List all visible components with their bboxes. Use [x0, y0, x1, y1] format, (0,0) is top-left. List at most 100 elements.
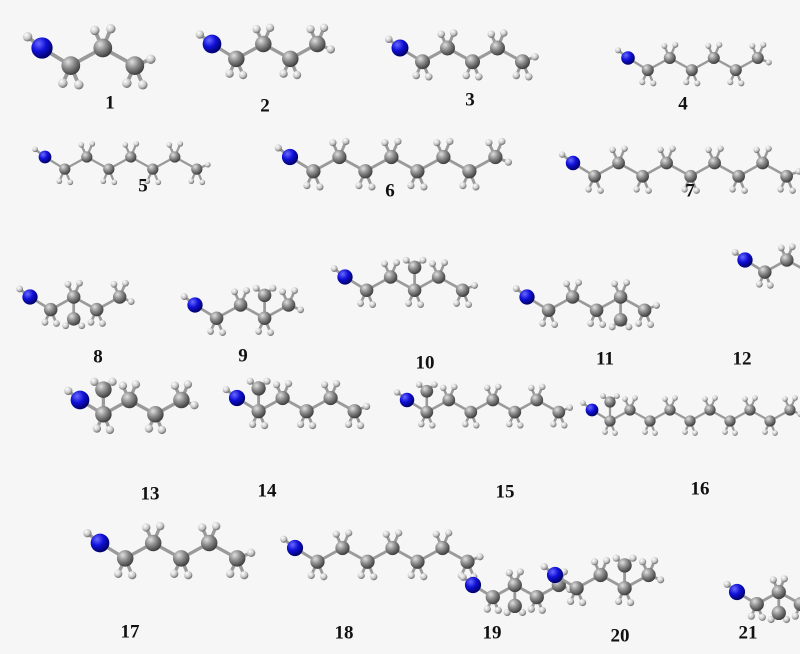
carbon-atom [758, 265, 772, 279]
carbon-atom [415, 54, 430, 69]
nitrogen-atom [287, 540, 303, 556]
hydrogen-atom [128, 298, 135, 305]
carbon-atom [624, 404, 635, 415]
carbon-atom [732, 170, 745, 183]
molecule-label: 4 [678, 93, 688, 114]
carbon-atom [593, 568, 607, 582]
hydrogen-atom [247, 378, 254, 385]
hydrogen-atom [342, 138, 349, 145]
hydrogen-atom [247, 549, 255, 557]
hydrogen-atom [756, 281, 763, 288]
molecule-label: 10 [416, 352, 435, 373]
hydrogen-atom [279, 288, 286, 295]
hydrogen-atom [657, 576, 664, 583]
hydrogen-atom [395, 529, 402, 536]
hydrogen-atom [394, 138, 401, 145]
hydrogen-atom [539, 384, 545, 390]
hydrogen-atom [766, 59, 772, 65]
nitrogen-atom [392, 40, 409, 57]
carbon-atom [614, 290, 628, 304]
hydrogen-atom [471, 282, 478, 289]
hydrogen-atom [729, 186, 735, 192]
carbon-atom [147, 163, 158, 174]
hydrogen-atom [551, 321, 558, 328]
hydrogen-atom [597, 187, 603, 193]
hydrogen-atom [345, 421, 352, 428]
hydrogen-atom [621, 145, 627, 151]
hydrogen-atom [207, 328, 214, 335]
hydrogen-atom [611, 280, 618, 287]
hydrogen-atom [717, 145, 723, 151]
carbon-atom [752, 52, 764, 64]
hydrogen-atom [253, 285, 260, 292]
hydrogen-atom [652, 430, 658, 436]
hydrogen-atom [321, 381, 328, 388]
carbon-atom [258, 289, 272, 303]
nitrogen-atom [22, 289, 37, 304]
molecule-label: 11 [596, 348, 614, 369]
carbon-atom [384, 270, 398, 284]
hydrogen-atom [609, 147, 615, 153]
hydrogen-atom [266, 24, 274, 32]
carbon-atom [462, 164, 476, 178]
carbon-atom [724, 415, 735, 426]
hydrogen-atom [575, 279, 582, 286]
hydrogen-atom [682, 429, 688, 435]
hydrogen-atom [615, 598, 622, 605]
carbon-atom [408, 283, 422, 297]
hydrogen-atom [99, 320, 106, 327]
carbon-atom [588, 170, 601, 183]
hydrogen-atom [465, 301, 472, 308]
hydrogen-atom [381, 260, 388, 267]
carbon-atom [173, 392, 190, 409]
carbon-atom [772, 606, 786, 620]
hydrogen-atom [225, 70, 233, 78]
hydrogen-atom [770, 576, 777, 583]
hydrogen-atom [462, 421, 468, 427]
hydrogen-atom [158, 426, 166, 434]
molecule-label: 5 [138, 175, 148, 196]
hydrogen-atom [778, 244, 785, 251]
hydrogen-atom [243, 287, 250, 294]
carbon-atom [641, 568, 655, 582]
molecule-label: 9 [238, 345, 248, 366]
hydrogen-atom [495, 384, 501, 390]
hydrogen-atom [603, 557, 610, 564]
hydrogen-atom [669, 145, 675, 151]
nitrogen-atom [737, 252, 752, 267]
hydrogen-atom [752, 395, 758, 401]
hydrogen-atom [145, 424, 153, 432]
hydrogen-atom [433, 531, 440, 538]
carbon-atom [764, 415, 775, 426]
molecule-label: 1 [105, 92, 115, 113]
hydrogen-atom [541, 563, 548, 570]
carbon-atom [566, 290, 580, 304]
nitrogen-atom [400, 393, 414, 407]
hydrogen-atom [407, 182, 414, 189]
hydrogen-atom [694, 80, 700, 86]
hydrogen-atom [633, 186, 639, 192]
hydrogen-atom [78, 142, 84, 148]
hydrogen-atom [385, 35, 393, 43]
carbon-atom [95, 381, 112, 398]
hydrogen-atom [650, 80, 656, 86]
hydrogen-atom [62, 322, 69, 329]
hydrogen-atom [777, 186, 783, 192]
hydrogen-atom [782, 396, 788, 402]
page: {"labels": ["1","2","3","4","5","6","7",… [0, 0, 800, 654]
hydrogen-atom [369, 301, 376, 308]
carbon-atom [420, 385, 433, 398]
carbon-atom [323, 391, 337, 405]
hydrogen-atom [405, 300, 412, 307]
carbon-atom [332, 150, 346, 164]
carbon-atom [258, 311, 272, 325]
hydrogen-atom [632, 395, 638, 401]
hydrogen-atom [591, 558, 598, 565]
molecule-label: 21 [739, 622, 758, 643]
hydrogen-atom [476, 553, 483, 560]
hydrogen-atom [498, 138, 505, 145]
hydrogen-atom [741, 187, 747, 193]
hydrogen-atom [692, 430, 698, 436]
hydrogen-atom [297, 306, 304, 313]
carbon-atom [125, 56, 144, 75]
